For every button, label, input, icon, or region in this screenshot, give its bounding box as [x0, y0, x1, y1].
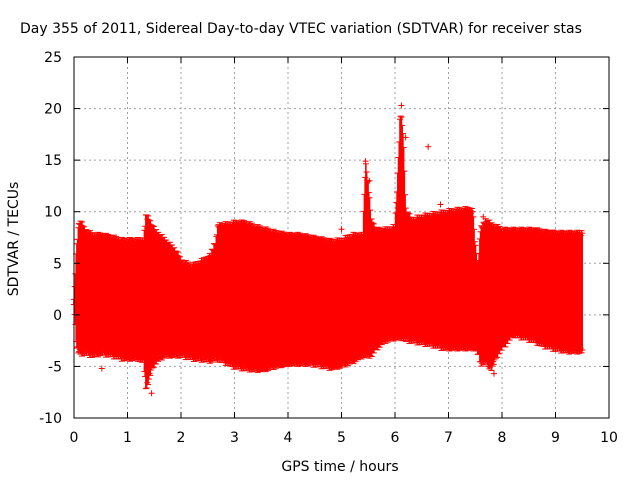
y-tick-label: -5	[48, 359, 62, 375]
x-tick-label: 7	[444, 430, 453, 446]
y-tick-label: 5	[53, 256, 62, 272]
y-tick-label: 25	[44, 50, 62, 66]
x-tick-label: 4	[284, 430, 293, 446]
y-axis-title: SDTVAR / TECUs	[6, 182, 22, 297]
x-tick-label: 6	[391, 430, 400, 446]
data-area	[71, 102, 586, 397]
y-tick-label: 20	[44, 102, 62, 118]
x-axis-title: GPS time / hours	[281, 459, 398, 475]
x-tick-label: 5	[337, 430, 346, 446]
axis-ticks	[73, 56, 610, 419]
x-tick-label: 0	[70, 430, 79, 446]
y-tick-label: 10	[44, 205, 62, 221]
chart-title: Day 355 of 2011, Sidereal Day-to-day VTE…	[20, 21, 582, 37]
x-tick-label: 9	[551, 430, 560, 446]
x-tick-label: 1	[123, 430, 132, 446]
x-tick-label: 2	[177, 430, 186, 446]
x-tick-label: 8	[498, 430, 507, 446]
tick-labels: 0 1 2 3 4 5 6 7 8 9 10 -10 -5 0 5 10 15 20 25	[39, 50, 618, 446]
y-tick-label: -10	[39, 411, 62, 427]
y-tick-label: 15	[44, 153, 62, 169]
y-tick-label: 0	[53, 308, 62, 324]
x-tick-label: 10	[600, 430, 618, 446]
x-tick-label: 3	[230, 430, 239, 446]
